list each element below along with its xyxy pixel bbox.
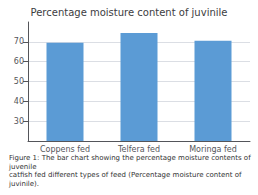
- svg-text:juvenile: juvenile: [8, 163, 36, 171]
- svg-text:Percentage moisture content of: Percentage moisture content of juvinile: [31, 7, 228, 18]
- svg-text:40: 40: [14, 97, 24, 106]
- svg-text:catfish fed different types of: catfish fed different types of feed (Per…: [9, 171, 244, 179]
- svg-text:50: 50: [14, 77, 24, 86]
- svg-text:Telfera fed: Telfera fed: [117, 145, 160, 154]
- svg-text:Moringa fed: Moringa fed: [189, 145, 237, 154]
- svg-text:70: 70: [14, 37, 24, 46]
- svg-text:60: 60: [14, 57, 24, 66]
- svg-text:30: 30: [14, 117, 24, 126]
- svg-text:juvinile).: juvinile).: [8, 180, 39, 188]
- svg-text:Coppens fed: Coppens fed: [40, 145, 90, 154]
- svg-text:Figure 1: The bar chart showin: Figure 1: The bar chart showing the perc…: [9, 154, 253, 162]
